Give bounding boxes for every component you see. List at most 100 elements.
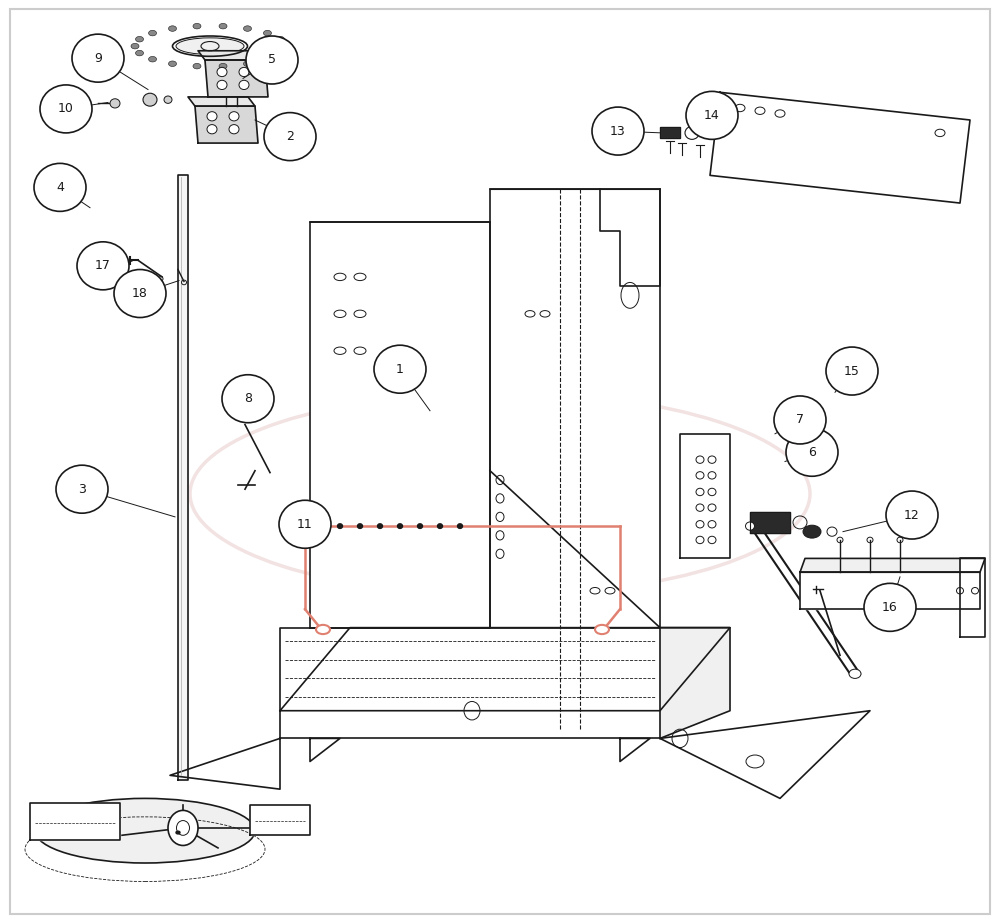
Ellipse shape — [207, 125, 217, 134]
Ellipse shape — [229, 112, 239, 121]
Ellipse shape — [281, 43, 289, 49]
Text: 1: 1 — [396, 363, 404, 376]
Ellipse shape — [168, 810, 198, 845]
Ellipse shape — [143, 93, 157, 106]
Polygon shape — [170, 738, 280, 789]
Ellipse shape — [458, 524, 462, 528]
Circle shape — [774, 396, 826, 444]
Ellipse shape — [239, 67, 249, 77]
Ellipse shape — [35, 798, 255, 863]
Ellipse shape — [803, 525, 821, 538]
Circle shape — [279, 500, 331, 548]
Ellipse shape — [438, 524, 442, 528]
Circle shape — [222, 375, 274, 423]
Ellipse shape — [176, 38, 244, 54]
Circle shape — [77, 242, 129, 290]
Text: 8: 8 — [244, 392, 252, 405]
Text: 3: 3 — [78, 483, 86, 496]
Text: 16: 16 — [882, 601, 898, 614]
Circle shape — [40, 85, 92, 133]
Polygon shape — [205, 60, 268, 97]
Text: 6: 6 — [808, 446, 816, 459]
Ellipse shape — [263, 30, 271, 36]
Ellipse shape — [244, 61, 252, 66]
Polygon shape — [660, 711, 870, 798]
Text: 9: 9 — [94, 52, 102, 65]
Text: 10: 10 — [58, 102, 74, 115]
Ellipse shape — [338, 524, 342, 528]
Polygon shape — [620, 738, 650, 761]
Text: 5: 5 — [268, 54, 276, 66]
Ellipse shape — [193, 64, 201, 69]
Circle shape — [34, 163, 86, 211]
Circle shape — [264, 113, 316, 161]
Polygon shape — [310, 738, 340, 761]
Polygon shape — [750, 512, 790, 533]
Text: 11: 11 — [297, 518, 313, 531]
Ellipse shape — [169, 26, 177, 31]
Ellipse shape — [219, 64, 227, 69]
Ellipse shape — [149, 56, 157, 62]
Ellipse shape — [217, 80, 227, 90]
Circle shape — [826, 347, 878, 395]
Circle shape — [592, 107, 644, 155]
Ellipse shape — [239, 80, 249, 90]
Polygon shape — [310, 222, 490, 628]
Ellipse shape — [110, 99, 120, 108]
Polygon shape — [960, 558, 985, 637]
Polygon shape — [198, 51, 265, 60]
Polygon shape — [30, 803, 120, 840]
Text: 4: 4 — [56, 181, 64, 194]
Polygon shape — [800, 572, 980, 609]
Circle shape — [114, 270, 166, 318]
Polygon shape — [188, 97, 255, 106]
Text: 7: 7 — [796, 414, 804, 426]
Circle shape — [786, 428, 838, 476]
Text: INC.: INC. — [545, 531, 585, 549]
Ellipse shape — [263, 56, 271, 62]
Text: SPECIALISTS: SPECIALISTS — [361, 497, 639, 536]
Polygon shape — [710, 92, 970, 203]
Polygon shape — [178, 175, 188, 780]
Ellipse shape — [168, 61, 176, 66]
Ellipse shape — [398, 524, 402, 528]
Ellipse shape — [316, 625, 330, 634]
Polygon shape — [250, 805, 310, 835]
Ellipse shape — [276, 36, 284, 42]
Ellipse shape — [219, 23, 227, 29]
Ellipse shape — [136, 36, 144, 42]
Ellipse shape — [849, 669, 861, 678]
Circle shape — [886, 491, 938, 539]
Ellipse shape — [207, 112, 217, 121]
Circle shape — [686, 91, 738, 139]
Polygon shape — [195, 106, 258, 143]
Circle shape — [374, 345, 426, 393]
Text: 13: 13 — [610, 125, 626, 138]
Polygon shape — [680, 434, 730, 558]
Polygon shape — [660, 127, 680, 138]
Ellipse shape — [244, 26, 252, 31]
Text: 12: 12 — [904, 509, 920, 521]
Circle shape — [56, 465, 108, 513]
Ellipse shape — [164, 96, 172, 103]
Text: EQUIPMENT: EQUIPMENT — [371, 451, 629, 490]
Polygon shape — [280, 628, 660, 738]
Ellipse shape — [378, 524, 382, 528]
Text: 17: 17 — [95, 259, 111, 272]
Ellipse shape — [276, 51, 284, 56]
Ellipse shape — [418, 524, 422, 528]
Ellipse shape — [312, 529, 324, 538]
Text: 15: 15 — [844, 365, 860, 378]
Circle shape — [246, 36, 298, 84]
Polygon shape — [660, 628, 730, 738]
Circle shape — [72, 34, 124, 82]
Text: 18: 18 — [132, 287, 148, 300]
Ellipse shape — [595, 625, 609, 634]
Ellipse shape — [136, 51, 144, 56]
Ellipse shape — [358, 524, 362, 528]
Ellipse shape — [149, 30, 157, 36]
Ellipse shape — [176, 831, 180, 834]
Ellipse shape — [217, 67, 227, 77]
Text: 2: 2 — [286, 130, 294, 143]
Ellipse shape — [746, 522, 755, 530]
